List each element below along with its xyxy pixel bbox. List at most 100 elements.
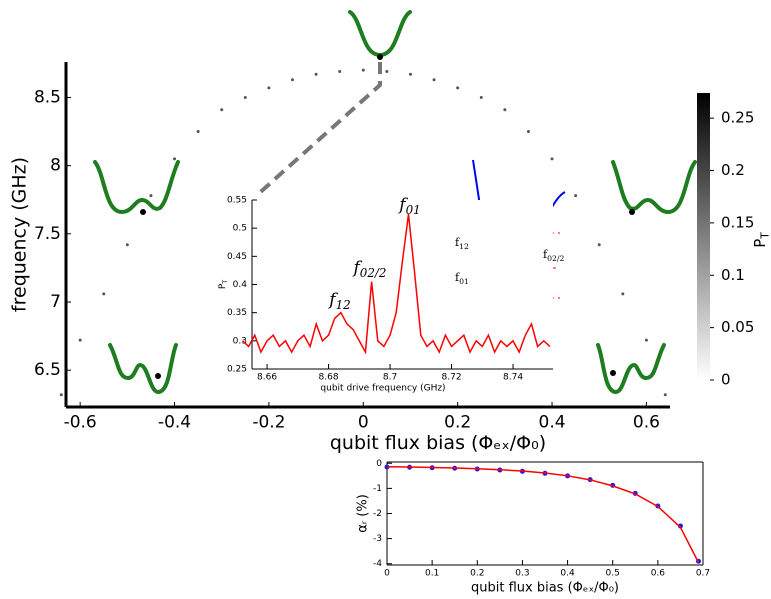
data-point bbox=[173, 157, 177, 161]
peak-annotation-sub: 02/2 bbox=[360, 266, 387, 280]
colorbar-tick-label: 0.2 bbox=[721, 161, 745, 179]
colorbar-tick-label: 0.05 bbox=[721, 318, 754, 336]
y-axis-label: frequency (GHz) bbox=[9, 157, 31, 312]
y-tick-label: 7 bbox=[50, 292, 61, 312]
y-axis-label-sub: T bbox=[222, 280, 229, 285]
y-tick-label: 0.25 bbox=[227, 365, 247, 375]
x-tick-label: 8.72 bbox=[442, 373, 462, 383]
y-tick-label: 6.5 bbox=[34, 360, 61, 380]
x-axis-label: qubit drive frequency (GHz) bbox=[320, 384, 445, 394]
colorbar bbox=[697, 93, 710, 380]
y-tick-label: 0.4 bbox=[233, 280, 248, 290]
zoom-connector bbox=[254, 62, 382, 198]
data-point bbox=[361, 68, 365, 72]
data-line bbox=[386, 466, 700, 563]
state-dot bbox=[377, 54, 383, 60]
peak-annotation-main: f bbox=[352, 258, 363, 278]
peak-annotation-sub: 01 bbox=[406, 203, 421, 217]
data-point bbox=[677, 523, 683, 529]
data-point bbox=[526, 130, 530, 134]
data-point bbox=[621, 292, 625, 296]
y-tick-label: -4 bbox=[373, 559, 382, 569]
x-tick-label: 8.66 bbox=[257, 373, 277, 383]
y-tick-label: -2 bbox=[373, 509, 382, 519]
y-axis-label: αᵣ (%) bbox=[356, 494, 371, 533]
colorbar-tick-label: 0 bbox=[721, 371, 731, 389]
state-dot bbox=[629, 209, 635, 215]
x-tick-label: 8.68 bbox=[319, 373, 339, 383]
x-tick-label: -0.6 bbox=[64, 412, 97, 432]
data-point bbox=[314, 72, 318, 76]
y-tick-label: 0 bbox=[376, 459, 382, 469]
data-point bbox=[644, 338, 648, 342]
level-label-sub: 12 bbox=[459, 242, 469, 251]
data-point bbox=[408, 72, 412, 76]
data-point bbox=[243, 95, 247, 99]
y-axis-label: PT bbox=[218, 280, 230, 289]
x-tick-label: 0.4 bbox=[539, 412, 566, 432]
data-point bbox=[59, 393, 63, 397]
data-line bbox=[241, 213, 551, 355]
well bbox=[108, 343, 178, 395]
data-point bbox=[550, 157, 554, 161]
x-tick-label: -0.4 bbox=[158, 412, 191, 432]
x-tick-label: 0.5 bbox=[606, 569, 620, 579]
x-tick-label: 0 bbox=[358, 412, 369, 432]
y-tick-label: 8 bbox=[50, 156, 61, 176]
level-label: f12 bbox=[455, 236, 469, 251]
state-dot bbox=[610, 370, 616, 376]
data-point bbox=[574, 194, 578, 198]
peak-annotation: f02/2 bbox=[352, 258, 387, 280]
x-tick-label: 0 bbox=[384, 569, 390, 579]
x-axis-label: qubit flux bias (Φₑₓ/Φ₀) bbox=[471, 581, 619, 596]
colorbar-label-sub: T bbox=[759, 232, 771, 240]
x-tick-label: 0.4 bbox=[560, 569, 575, 579]
colorbar-tick-label: 0.25 bbox=[721, 109, 754, 127]
x-tick-label: 0.2 bbox=[444, 412, 471, 432]
peak-annotation-main: f bbox=[327, 290, 338, 310]
data-point bbox=[267, 86, 271, 90]
well bbox=[93, 160, 180, 215]
data-point bbox=[385, 70, 389, 74]
colorbar-label: PT bbox=[751, 232, 771, 248]
y-tick-label: -3 bbox=[373, 534, 382, 544]
x-tick-label: 8.74 bbox=[503, 373, 523, 383]
colorbar-label-main: P bbox=[751, 239, 769, 248]
level-label-main: f bbox=[455, 271, 460, 284]
x-tick-label: 8.7 bbox=[383, 373, 397, 383]
peak-annotation: f12 bbox=[327, 290, 350, 312]
level-label-sub: 01 bbox=[459, 277, 469, 286]
x-tick-label: -0.2 bbox=[252, 412, 285, 432]
x-axis-label: qubit flux bias (Φₑₓ/Φ₀) bbox=[330, 432, 546, 454]
x-tick-label: 0.6 bbox=[633, 412, 660, 432]
x-tick-label: 0.3 bbox=[515, 569, 529, 579]
well bbox=[611, 160, 697, 215]
y-tick-label: 0.45 bbox=[227, 252, 247, 262]
inset-background bbox=[252, 200, 553, 369]
level-label-main: f bbox=[455, 236, 460, 249]
data-point bbox=[597, 243, 601, 247]
y-tick-label: -1 bbox=[373, 484, 382, 494]
data-point bbox=[196, 130, 200, 134]
x-tick-label: 0.6 bbox=[651, 569, 666, 579]
data-point bbox=[663, 393, 667, 397]
x-tick-label: 0.7 bbox=[696, 569, 710, 579]
level-label-sub: 02/2 bbox=[547, 254, 564, 263]
state-dot bbox=[140, 209, 146, 215]
peak-annotation-main: f bbox=[397, 195, 408, 215]
y-tick-label: 7.5 bbox=[34, 224, 61, 244]
well bbox=[348, 10, 412, 58]
y-tick-label: 8.5 bbox=[34, 87, 61, 107]
state-dot bbox=[155, 373, 161, 379]
data-point bbox=[125, 243, 129, 247]
data-point bbox=[479, 95, 483, 99]
data-point bbox=[503, 108, 507, 112]
level-label: f01 bbox=[455, 271, 469, 286]
data-point bbox=[456, 86, 460, 90]
y-tick-label: 0.3 bbox=[233, 336, 247, 346]
data-point bbox=[291, 78, 294, 82]
colorbar-tick-label: 0.15 bbox=[721, 213, 754, 231]
level-label-main: f bbox=[543, 248, 548, 261]
